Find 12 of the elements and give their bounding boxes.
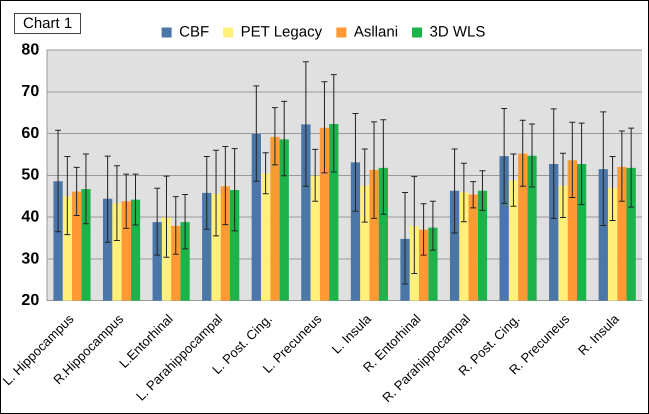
y-tick-label: 70 — [21, 83, 40, 100]
legend-label: 3D WLS — [430, 24, 486, 41]
y-tick-label: 20 — [21, 292, 40, 310]
y-tick-label: 80 — [21, 41, 40, 58]
y-tick-label: 50 — [21, 166, 40, 184]
chart-title: Chart 1 — [14, 13, 82, 34]
legend-label: Asllani — [354, 24, 398, 41]
legend-label: CBF — [179, 24, 210, 41]
y-tick-label: 40 — [21, 208, 40, 226]
legend-label: PET Legacy — [240, 24, 323, 41]
y-tick-label: 60 — [21, 124, 40, 142]
y-tick-label: 30 — [21, 250, 40, 268]
